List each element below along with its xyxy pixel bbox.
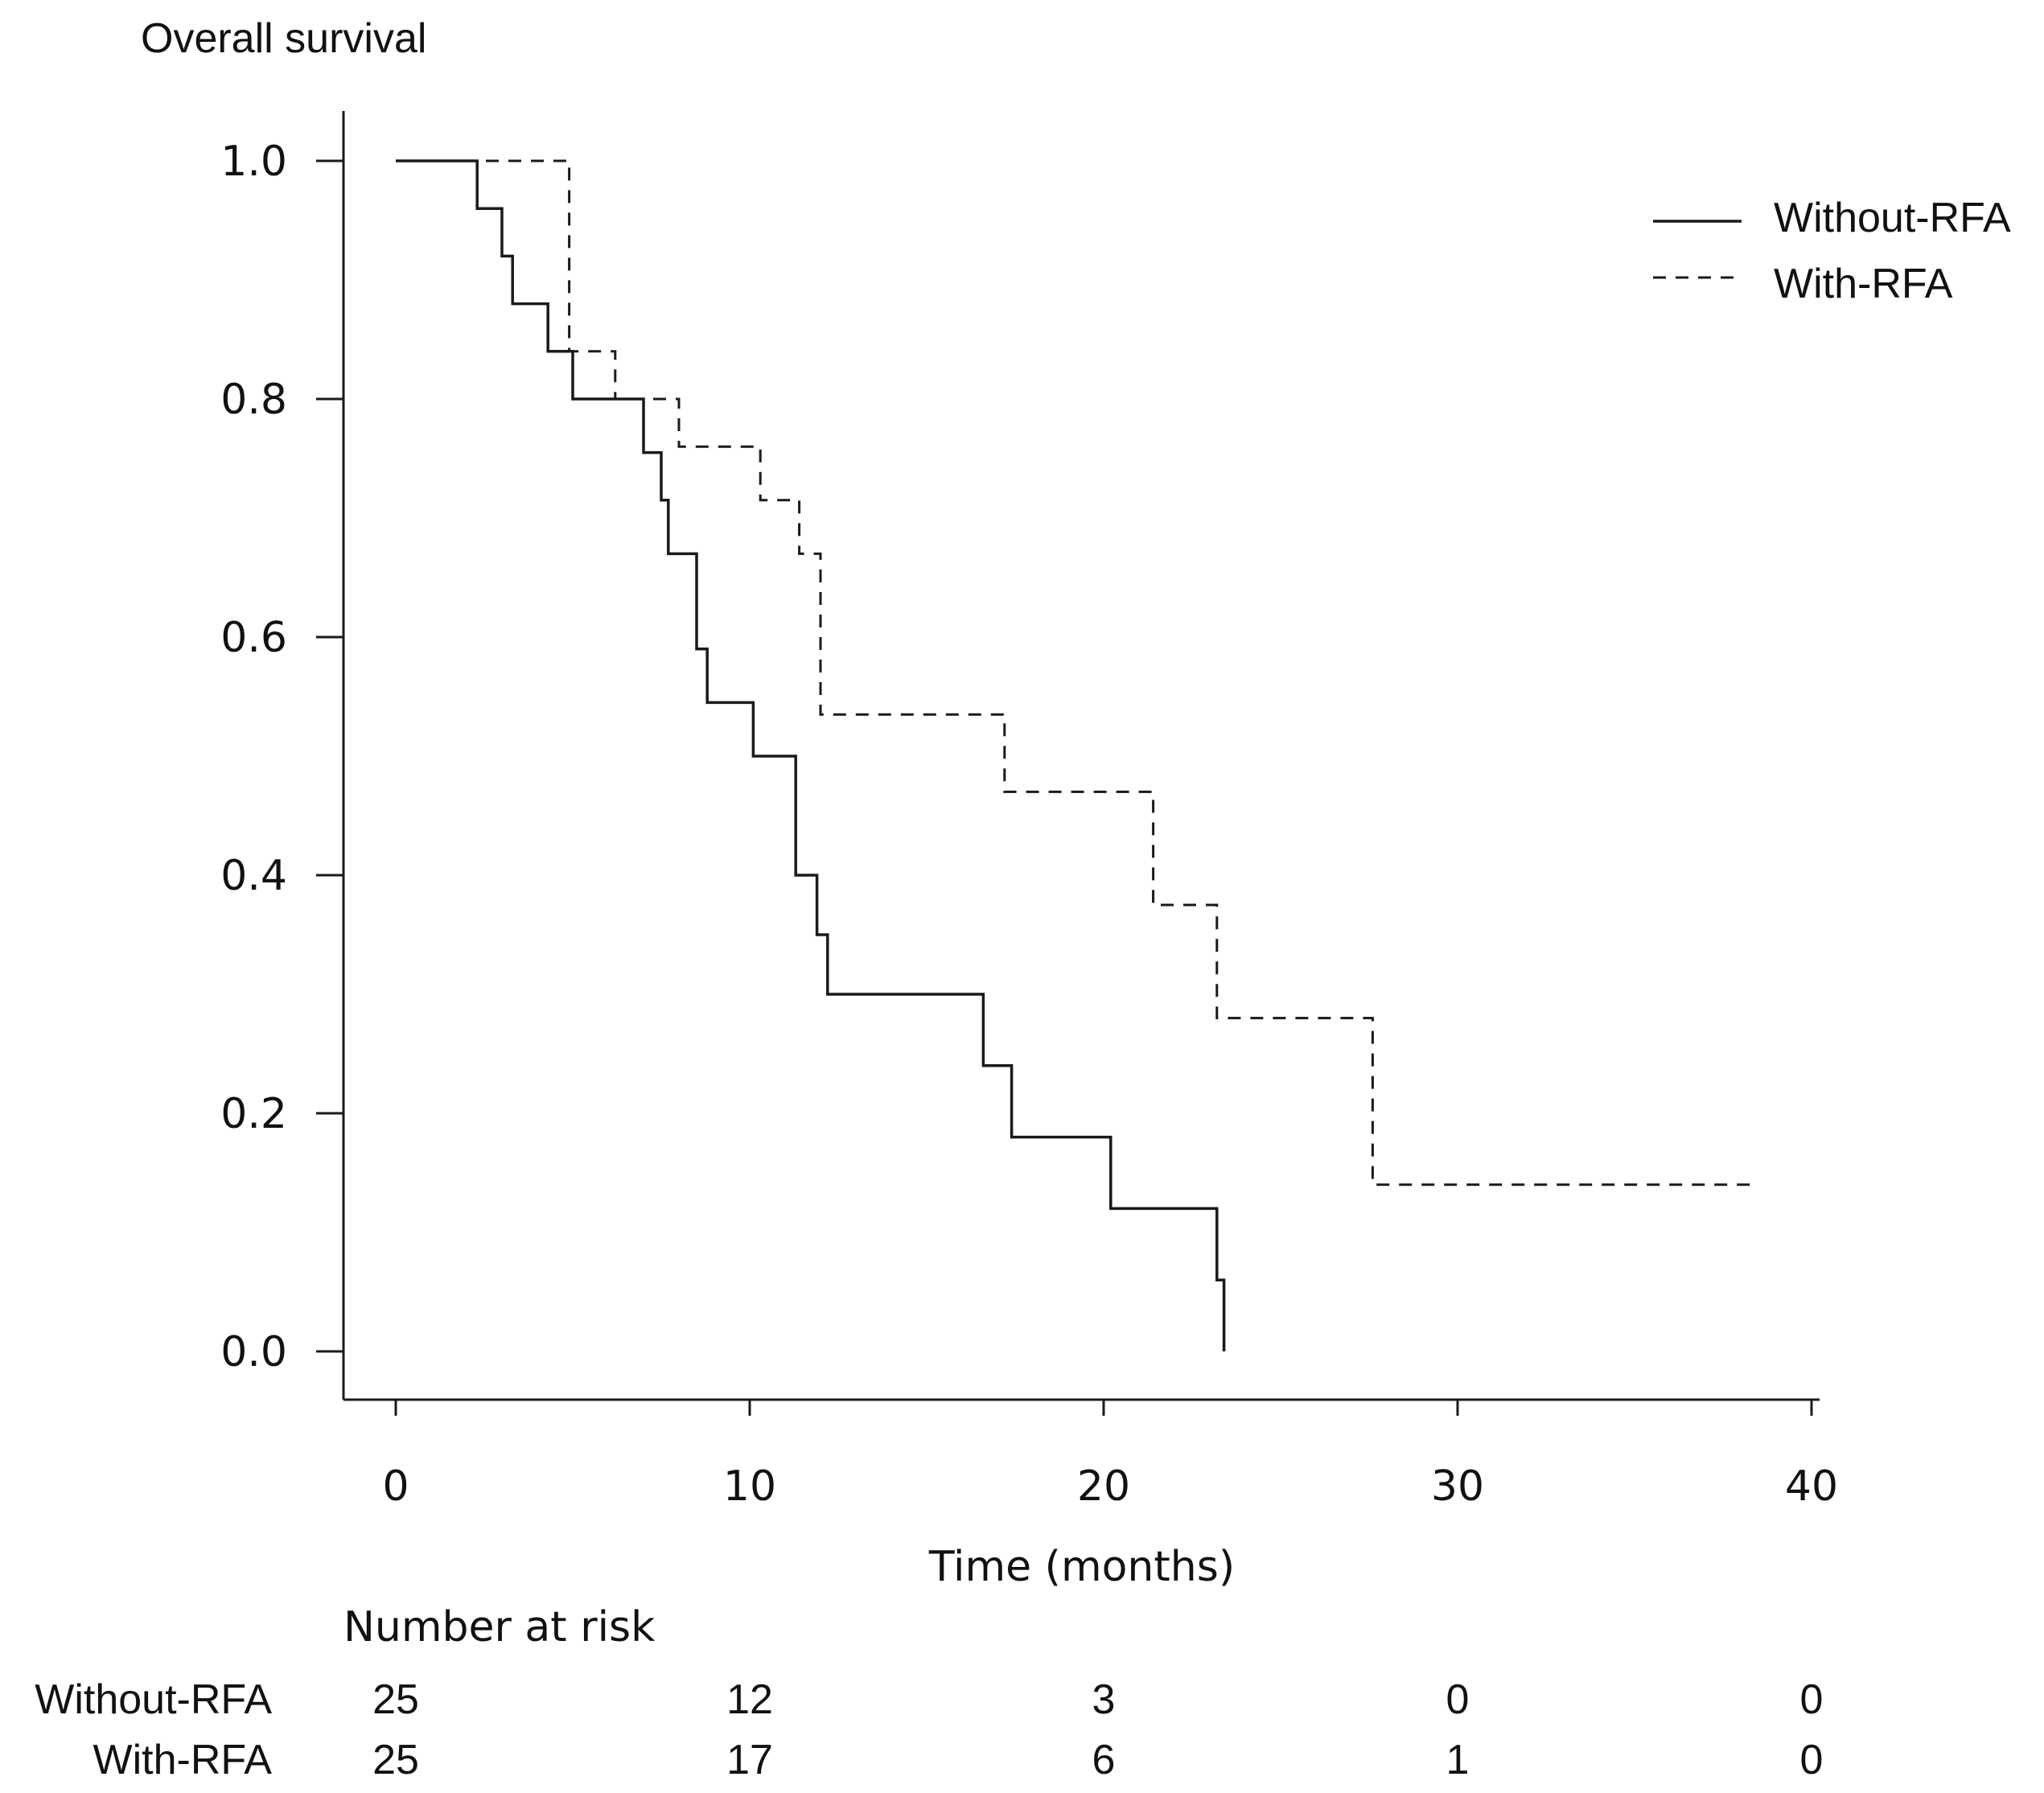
y-tick-label: 0.4 [220,852,287,900]
risk-table-title: Number at risk [343,1603,655,1651]
risk-value: 17 [726,1737,773,1783]
x-tick-label: 0 [382,1462,409,1511]
risk-value: 25 [372,1737,419,1783]
risk-value: 0 [1800,1737,1824,1783]
risk-value: 1 [1446,1737,1470,1783]
y-tick-label: 0.0 [220,1328,287,1376]
y-tick-label: 0.2 [220,1090,287,1138]
risk-row-label-with-rfa: With-RFA [93,1737,273,1783]
risk-value: 0 [1800,1676,1824,1723]
x-axis-title: Time (months) [928,1543,1235,1591]
y-tick-label: 0.6 [220,614,287,662]
km-curve-without-rfa [396,159,1226,1351]
x-tick-label: 20 [1077,1462,1130,1511]
x-tick-label: 40 [1785,1462,1838,1511]
legend-label-without-rfa: Without-RFA [1774,195,2011,241]
risk-value: 0 [1446,1676,1470,1723]
y-tick-label: 0.8 [220,376,287,424]
risk-row-label-without-rfa: Without-RFA [35,1676,272,1723]
y-tick-label: 1.0 [220,138,287,186]
x-tick-label: 10 [723,1462,776,1511]
legend-label-with-rfa: With-RFA [1774,261,1953,307]
risk-value: 12 [726,1676,773,1723]
km-curve-with-rfa [396,159,1758,1186]
x-tick-label: 30 [1431,1462,1484,1511]
risk-value: 6 [1092,1737,1116,1783]
legend: Without-RFA With-RFA [1653,195,2011,307]
risk-value: 25 [372,1676,419,1723]
risk-value: 3 [1092,1676,1116,1723]
y-axis-title: Overall survival [141,15,426,62]
